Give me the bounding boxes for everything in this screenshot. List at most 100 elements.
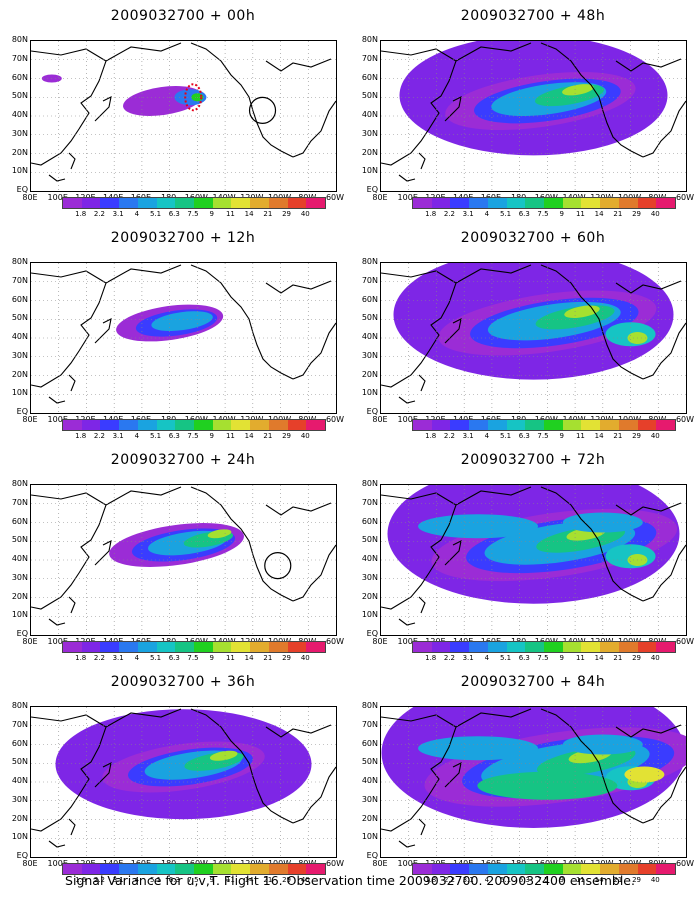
- variance-contour: [562, 512, 643, 533]
- color-scale-swatch: [618, 198, 638, 208]
- lat-tick-label: 30N: [361, 128, 378, 138]
- color-scale-swatch: [656, 420, 676, 430]
- coastline: [265, 280, 332, 294]
- color-scale-label: 1.6: [75, 876, 87, 884]
- variance-map: [30, 484, 337, 636]
- color-scale-swatch: [637, 198, 657, 208]
- color-scale-label: 21: [613, 432, 623, 440]
- forecast-panel: 2009032700 + 24h 80N 70N 60N 50N 40N 30N 20N 10N…: [8, 444, 358, 666]
- color-scale-swatch: [487, 642, 507, 652]
- color-scale-label: 3.1: [112, 876, 124, 884]
- color-scale-label: 7.5: [537, 432, 549, 440]
- coastline: [642, 544, 686, 602]
- color-scale-swatch: [175, 420, 195, 430]
- lat-tick-label: 70N: [11, 719, 28, 729]
- coastline: [94, 540, 112, 566]
- color-scale-label: 14: [594, 876, 604, 884]
- coastline: [381, 714, 457, 832]
- color-scale-label: 11: [575, 654, 585, 662]
- color-scale-swatch: [581, 642, 601, 652]
- lat-tick-label: EQ: [16, 185, 28, 194]
- lon-tick-label: 60W: [325, 859, 345, 868]
- lat-tick-label: 70N: [361, 275, 378, 285]
- color-scale-swatch: [250, 642, 269, 652]
- lat-tick-label: 60N: [11, 738, 28, 748]
- coastline: [444, 540, 462, 566]
- lat-tick-label: 10N: [11, 832, 28, 842]
- map-canvas: [31, 263, 336, 413]
- lat-tick-label: 10N: [361, 166, 378, 176]
- color-scale-label: 2.2: [443, 210, 455, 218]
- coastline: [455, 486, 532, 506]
- color-scale-label: 5.1: [499, 654, 512, 662]
- coastline: [615, 724, 682, 738]
- color-scale-swatch: [306, 642, 326, 652]
- color-scale-label: 14: [244, 876, 254, 884]
- color-scale-label: 5.1: [149, 432, 162, 440]
- color-scale-swatch: [268, 198, 288, 208]
- variance-map: [380, 40, 687, 192]
- color-scale-swatch: [431, 198, 451, 208]
- color-scale-swatch: [194, 642, 213, 652]
- lat-tick-label: 60N: [11, 516, 28, 526]
- color-scale-label: 1.8: [425, 876, 437, 884]
- coastline: [381, 492, 457, 610]
- coastline: [31, 270, 107, 388]
- lat-tick-label: 50N: [361, 313, 378, 323]
- lat-tick-label: 20N: [361, 591, 378, 601]
- color-scale-label: 3.1: [112, 432, 124, 440]
- color-scale-swatch: [194, 198, 213, 208]
- color-scale-label: 40: [300, 876, 310, 884]
- color-scale-label: 9: [559, 876, 564, 884]
- color-scale-swatch: [469, 420, 488, 430]
- color-scale-swatch: [637, 864, 657, 874]
- lat-tick-label: EQ: [366, 407, 378, 416]
- color-scale-label: 40: [300, 654, 310, 662]
- color-scale-label: 21: [613, 210, 623, 218]
- color-scale-label: 1.8: [425, 210, 437, 218]
- coastline: [48, 152, 76, 182]
- map-canvas: [381, 707, 686, 857]
- map-canvas: [381, 263, 686, 413]
- lat-tick-label: 70N: [361, 497, 378, 507]
- color-scale-swatch: [137, 642, 157, 652]
- color-scale-label: 6.3: [518, 210, 530, 218]
- lat-tick-label: 80N: [361, 701, 378, 710]
- color-scale-swatch: [287, 864, 307, 874]
- color-scale-swatch: [119, 642, 138, 652]
- color-scale-swatch: [175, 642, 195, 652]
- color-scale-swatch: [525, 864, 545, 874]
- color-scale-swatch: [600, 642, 619, 652]
- color-scale-swatch: [469, 642, 488, 652]
- color-scale-label: 4: [484, 210, 490, 218]
- color-scale-label: 9: [559, 432, 564, 440]
- color-scale-swatch: [600, 198, 619, 208]
- color-scale-label: 11: [575, 432, 585, 440]
- color-scale-label: 14: [594, 654, 604, 662]
- color-scale-label: 1.8: [75, 432, 87, 440]
- color-scale-label: 1.8: [75, 210, 87, 218]
- color-scale-label: 29: [282, 654, 292, 662]
- color-scale-swatch: [100, 198, 120, 208]
- color-scale-swatch: [450, 864, 470, 874]
- lon-tick-label: 100E: [397, 193, 418, 202]
- lat-tick-label: 30N: [361, 794, 378, 804]
- color-scale-label: 29: [282, 432, 292, 440]
- lon-tick-label: 100E: [397, 859, 418, 868]
- color-scale-swatch: [656, 198, 676, 208]
- coastline: [381, 48, 457, 166]
- color-scale-label: 14: [244, 210, 254, 218]
- coastline: [615, 502, 682, 516]
- color-scale-bar: [62, 197, 326, 209]
- color-scale-label: 9: [559, 654, 564, 662]
- color-scale-swatch: [156, 642, 176, 652]
- color-scale-swatch: [431, 420, 451, 430]
- color-scale-swatch: [119, 420, 138, 430]
- color-scale-swatch: [81, 864, 101, 874]
- color-scale-label: 5.1: [149, 654, 162, 662]
- color-scale-swatch: [450, 642, 470, 652]
- color-scale-bar: [62, 419, 326, 431]
- color-scale-swatch: [600, 420, 619, 430]
- lat-tick-label: 70N: [11, 497, 28, 507]
- color-scale-swatch: [212, 198, 232, 208]
